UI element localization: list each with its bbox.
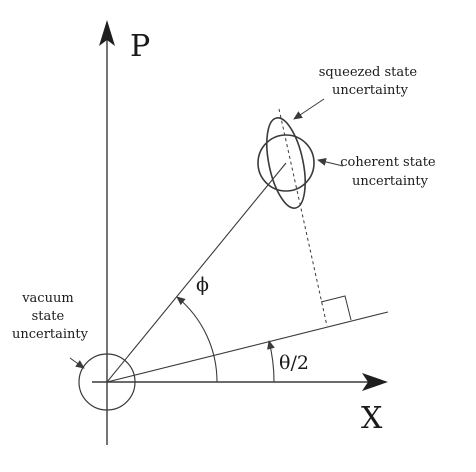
coherent-annotation-line-1: coherent state bbox=[340, 155, 436, 170]
right-angle-marker bbox=[320, 295, 352, 321]
y-axis-label: P bbox=[130, 29, 150, 64]
vacuum-annotation-line-2: state bbox=[32, 309, 65, 324]
projection-dashed-line bbox=[278, 108, 328, 327]
vacuum-pointer-arrow bbox=[69, 357, 85, 369]
vacuum-annotation: vacuum state uncertainty bbox=[12, 291, 89, 342]
phi-angle-arc bbox=[176, 296, 218, 383]
vacuum-annotation-line-1: vacuum bbox=[21, 291, 73, 306]
squeezed-annotation-line-1: squeezed state bbox=[319, 65, 418, 80]
coherent-annotation: coherent state uncertainty bbox=[340, 155, 440, 189]
coherent-annotation-line-2: uncertainty bbox=[352, 174, 429, 189]
squeezed-pointer-arrow bbox=[293, 98, 325, 120]
theta-half-line bbox=[106, 311, 389, 383]
squeezed-annotation: squeezed state uncertainty bbox=[319, 65, 421, 98]
vacuum-state-circle bbox=[78, 353, 136, 411]
y-axis-arrowhead bbox=[99, 20, 115, 46]
squeezed-state-ellipse bbox=[266, 117, 306, 209]
vacuum-annotation-line-3: uncertainty bbox=[12, 327, 89, 342]
theta-angle-arc bbox=[267, 340, 275, 383]
theta-label: θ/2 bbox=[279, 352, 309, 374]
squeezed-annotation-line-2: uncertainty bbox=[332, 83, 409, 98]
x-axis-arrowhead bbox=[362, 373, 388, 391]
phi-label: ϕ bbox=[196, 274, 209, 296]
coherent-state-circle bbox=[257, 134, 315, 192]
phi-line bbox=[106, 162, 287, 383]
x-axis-label: X bbox=[361, 401, 383, 436]
coherent-pointer-arrow bbox=[317, 157, 344, 167]
